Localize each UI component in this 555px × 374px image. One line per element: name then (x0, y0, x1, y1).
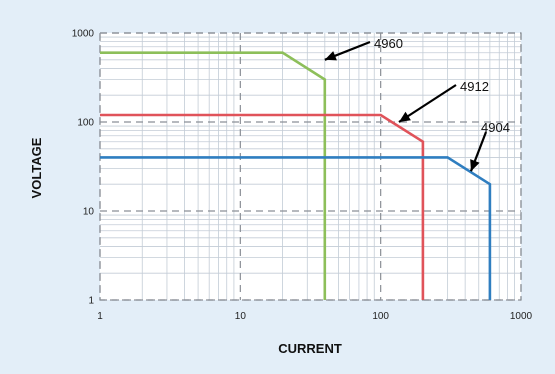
x-tick-label: 1 (97, 311, 103, 322)
tick-labels: 1 10 100 1000 1 10 100 1000 (72, 29, 533, 323)
arrow-head (324, 51, 337, 61)
series-line-4960 (100, 51, 327, 300)
series-label-4904: 4904 (481, 120, 510, 135)
plot-frame (99, 32, 522, 301)
y-tick-label: 10 (83, 207, 95, 218)
annotation-arrow-line (398, 84, 457, 123)
series-line-4912 (100, 113, 425, 300)
series-label-4912: 4912 (460, 79, 489, 94)
x-axis-label: CURRENT (278, 341, 342, 356)
y-tick-label: 1000 (72, 29, 95, 40)
y-tick-label: 1 (88, 296, 94, 307)
series-layer (100, 51, 492, 300)
y-axis-label: VOLTAGE (29, 137, 44, 198)
x-tick-label: 100 (372, 311, 389, 322)
plot-area (100, 33, 521, 300)
arrow-head (399, 111, 411, 122)
annotation-layer: 4960 4912 4904 (324, 36, 510, 172)
x-tick-label: 1000 (510, 311, 533, 322)
series-label-4960: 4960 (374, 36, 403, 51)
arrow-head (470, 159, 480, 172)
x-tick-label: 10 (235, 311, 247, 322)
series-line-4904 (100, 156, 492, 300)
y-tick-label: 100 (77, 118, 94, 129)
